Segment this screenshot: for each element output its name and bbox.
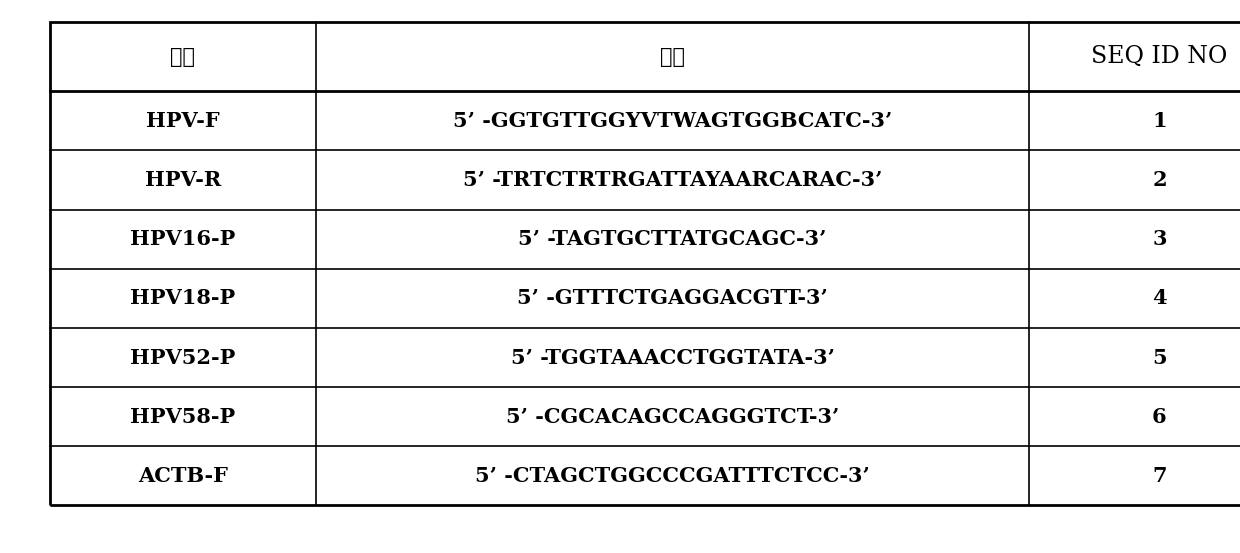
Text: 3: 3: [1152, 229, 1167, 249]
Text: 5’ -GTTTCTGAGGACGTT-3’: 5’ -GTTTCTGAGGACGTT-3’: [517, 288, 828, 309]
Text: HPV18-P: HPV18-P: [130, 288, 236, 309]
Bar: [50, 22, 1240, 505]
Text: 2: 2: [1152, 170, 1167, 190]
Text: 5’ -TGGTAAACCTGGTATA-3’: 5’ -TGGTAAACCTGGTATA-3’: [511, 347, 835, 368]
Text: ACTB-F: ACTB-F: [138, 466, 228, 486]
Text: 6: 6: [1152, 406, 1167, 427]
Text: HPV-F: HPV-F: [146, 111, 219, 131]
Text: SEQ ID NO: SEQ ID NO: [1091, 45, 1228, 68]
Text: 5’ -CGCACAGCCAGGGTCT-3’: 5’ -CGCACAGCCAGGGTCT-3’: [506, 406, 839, 427]
Text: 5’ -CTAGCTGGCCCGATTTCTCC-3’: 5’ -CTAGCTGGCCCGATTTCTCC-3’: [475, 466, 870, 486]
Text: 5’ -TRTCTRTRGATTAYAARCARAC-3’: 5’ -TRTCTRTRGATTAYAARCARAC-3’: [463, 170, 883, 190]
Text: 7: 7: [1152, 466, 1167, 486]
Text: 5’ -GGTGTTGGYVTWAGTGGBCATC-3’: 5’ -GGTGTTGGYVTWAGTGGBCATC-3’: [453, 111, 893, 131]
Text: 5’ -TAGTGCTTATGCAGC-3’: 5’ -TAGTGCTTATGCAGC-3’: [518, 229, 827, 249]
Text: 序列: 序列: [660, 46, 686, 67]
Text: 名称: 名称: [170, 46, 196, 67]
Text: HPV52-P: HPV52-P: [130, 347, 236, 368]
Text: 4: 4: [1152, 288, 1167, 309]
Text: HPV-R: HPV-R: [145, 170, 221, 190]
Text: HPV16-P: HPV16-P: [130, 229, 236, 249]
Text: HPV58-P: HPV58-P: [130, 406, 236, 427]
Text: 1: 1: [1152, 111, 1167, 131]
Text: 5: 5: [1152, 347, 1167, 368]
